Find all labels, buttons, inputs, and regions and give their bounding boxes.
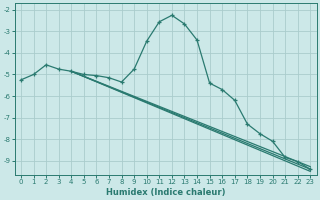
X-axis label: Humidex (Indice chaleur): Humidex (Indice chaleur)	[106, 188, 225, 197]
